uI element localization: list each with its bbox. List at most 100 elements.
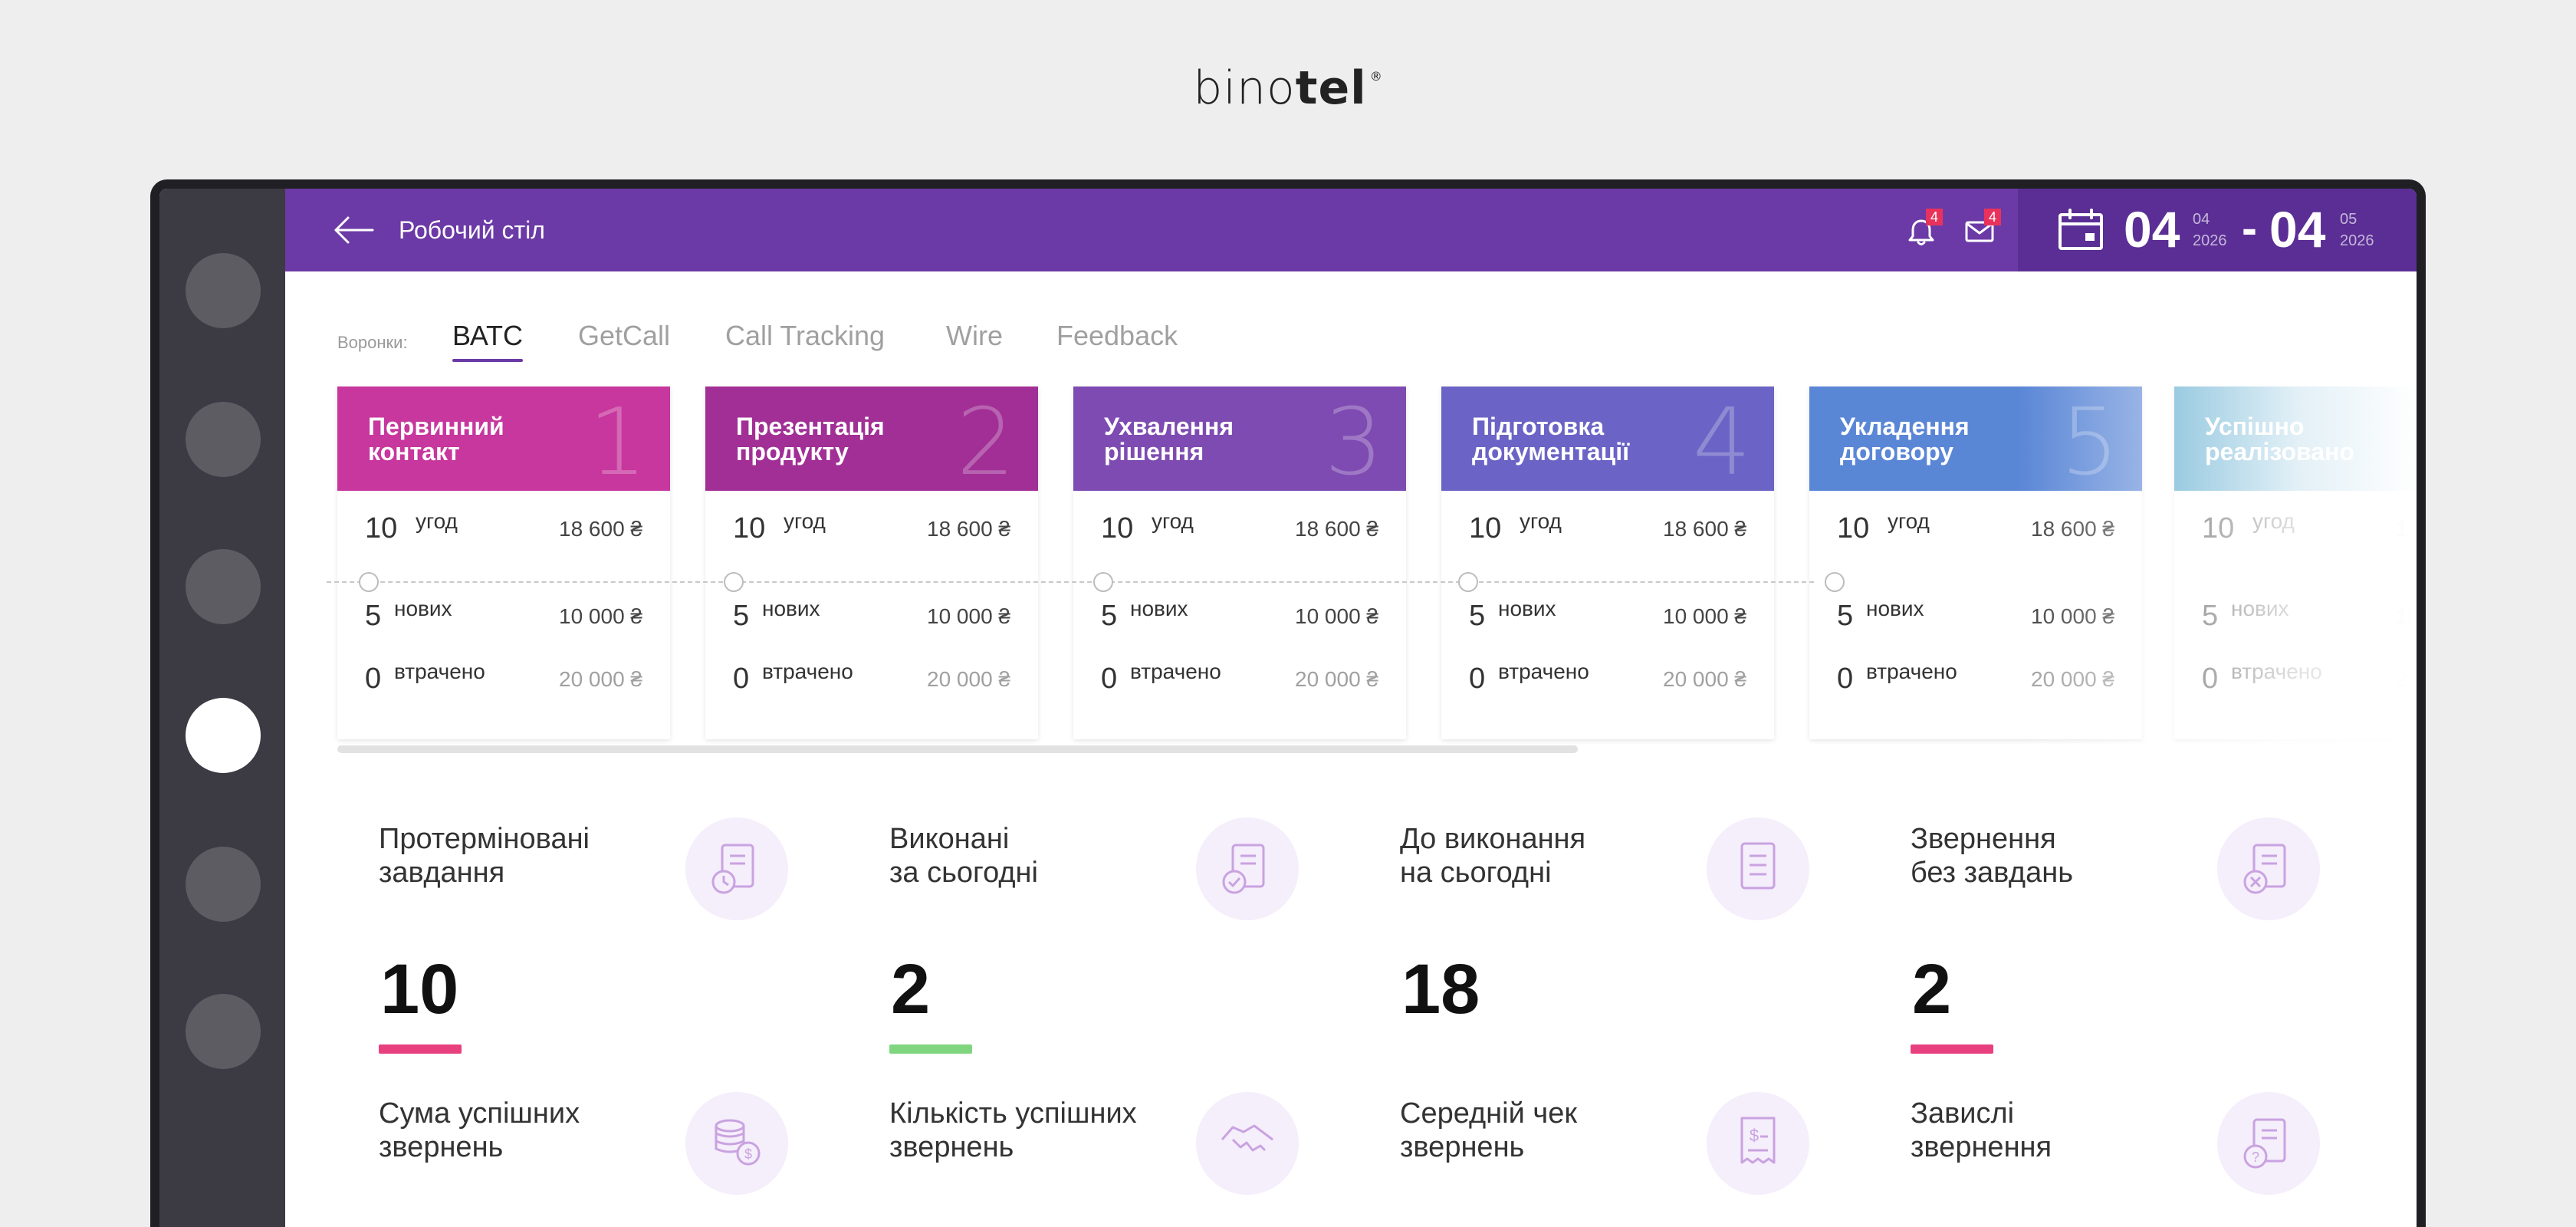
sidebar-item-6[interactable] bbox=[186, 994, 261, 1069]
sidebar-item-2[interactable] bbox=[186, 402, 261, 477]
document-check-icon bbox=[1196, 817, 1299, 920]
stages-scrollbar[interactable] bbox=[337, 745, 1578, 753]
stage-deals-count: 10 bbox=[2202, 512, 2235, 544]
metric-label: Сума успішних звернень bbox=[379, 1097, 580, 1163]
tab-call-tracking[interactable]: Call Tracking bbox=[725, 320, 886, 351]
document-icon bbox=[1707, 817, 1809, 920]
document-clock-icon bbox=[685, 817, 788, 920]
date-from-year: 2026 bbox=[2193, 232, 2227, 249]
stage-deals-count: 10 bbox=[365, 512, 398, 544]
stage-number: 1 bbox=[588, 390, 647, 491]
stage-connector-dot bbox=[1093, 572, 1113, 592]
stage-deals-sum: 18 600 ₴ bbox=[2396, 517, 2417, 541]
stage-new-label: нових bbox=[1130, 597, 1188, 620]
stage-lost-count: 0 bbox=[1469, 663, 1486, 695]
metric-label: До виконання на сьогодні bbox=[1400, 823, 1586, 889]
metric-value: 2 bbox=[1912, 950, 1952, 1028]
sidebar-item-1[interactable] bbox=[186, 253, 261, 328]
tab-feedback[interactable]: Feedback bbox=[1056, 320, 1178, 351]
document-cross-icon bbox=[2217, 817, 2320, 920]
stage-name: Укладення договору bbox=[1840, 413, 1970, 465]
stage-connector-dot bbox=[1825, 572, 1845, 592]
stage-card[interactable]: Укладення договору 5 10 угод 18 600 ₴ 5 нових 1… bbox=[1809, 387, 2142, 739]
svg-text:$: $ bbox=[1750, 1126, 1759, 1145]
calendar-icon bbox=[2058, 209, 2103, 250]
notifications-badge: 4 bbox=[1926, 209, 1943, 225]
stage-lost-sum: 20 000 ₴ bbox=[559, 667, 642, 691]
arrow-left-icon[interactable] bbox=[333, 215, 376, 245]
stage-new-count: 5 bbox=[2202, 600, 2219, 632]
svg-text:?: ? bbox=[2252, 1150, 2259, 1165]
page-title: Робочий стіл bbox=[399, 216, 545, 244]
date-to-month: 05 bbox=[2340, 211, 2358, 228]
stage-lost-sum: 20 000 ₴ bbox=[1663, 667, 1746, 691]
stage-lost-sum: 20 000 ₴ bbox=[2031, 667, 2114, 691]
date-range-picker[interactable]: 04 04 2026 - 04 05 2026 bbox=[2018, 189, 2417, 271]
app-screen: Робочий стіл 4 4 bbox=[159, 189, 2417, 1227]
notifications-button[interactable]: 4 bbox=[1904, 209, 1943, 248]
stage-name: Первинний контакт bbox=[368, 413, 504, 465]
metric-indicator-bar bbox=[1911, 1044, 1993, 1054]
date-to-day: 04 bbox=[2269, 201, 2326, 258]
stage-card[interactable]: Первинний контакт 1 10 угод 18 600 ₴ 5 нових 10… bbox=[337, 387, 670, 739]
messages-button[interactable]: 4 bbox=[1963, 209, 2001, 248]
stage-lost-label: втрачено bbox=[1130, 660, 1221, 683]
stage-lost-count: 0 bbox=[733, 663, 750, 695]
stage-card[interactable]: Ухвалення рішення 3 10 угод 18 600 ₴ 5 нових 10… bbox=[1073, 387, 1406, 739]
mail-icon bbox=[1965, 221, 1994, 242]
metric-value: 18 bbox=[1401, 950, 1480, 1028]
stage-number: 4 bbox=[1692, 390, 1751, 491]
stage-lost-count: 0 bbox=[1101, 663, 1118, 695]
sidebar bbox=[159, 189, 285, 1227]
document-question-icon: ? bbox=[2217, 1092, 2320, 1195]
stage-new-sum: 10 000 ₴ bbox=[927, 604, 1010, 628]
stage-new-count: 5 bbox=[365, 600, 382, 632]
metric-value: 10 bbox=[380, 950, 459, 1028]
coins-icon: $ bbox=[685, 1092, 788, 1195]
tab-getcall[interactable]: GetCall bbox=[578, 320, 671, 351]
stage-new-sum: 10 000 ₴ bbox=[1295, 604, 1378, 628]
stage-card[interactable]: Презентація продукту 2 10 угод 18 600 ₴ 5 нови… bbox=[705, 387, 1038, 739]
handshake-icon bbox=[1196, 1092, 1299, 1195]
stage-lost-sum: 20 000 ₴ bbox=[927, 667, 1010, 691]
top-bar: Робочий стіл 4 4 bbox=[285, 189, 2417, 271]
stage-new-sum: 10 000 ₴ bbox=[1663, 604, 1746, 628]
metric-label: Завислі звернення bbox=[1911, 1097, 2052, 1163]
stage-deals-sum: 18 600 ₴ bbox=[559, 517, 642, 541]
stage-lost-count: 0 bbox=[1837, 663, 1854, 695]
stage-header: Презентація продукту 2 bbox=[705, 387, 1038, 491]
metric-label: Протерміновані завдання bbox=[379, 823, 590, 889]
metric-value: 2 bbox=[891, 950, 931, 1028]
metric-label: Виконані за сьогодні bbox=[889, 823, 1038, 889]
stage-deals-label: угод bbox=[1152, 509, 1194, 533]
stage-connector-line bbox=[327, 581, 1814, 583]
stage-new-label: нових bbox=[2231, 597, 2289, 620]
stage-connector-dot bbox=[1458, 572, 1478, 592]
stage-new-sum: 10 000 ₴ bbox=[559, 604, 642, 628]
stage-number: 3 bbox=[1324, 390, 1383, 491]
sidebar-item-3[interactable] bbox=[186, 549, 261, 624]
sidebar-item-4-active[interactable] bbox=[186, 698, 261, 773]
stage-lost-label: втрачено bbox=[1498, 660, 1589, 683]
date-from-month: 04 bbox=[2193, 211, 2210, 228]
stage-new-count: 5 bbox=[1469, 600, 1486, 632]
stage-new-sum: 10 000 ₴ bbox=[2396, 604, 2417, 628]
svg-text:$: $ bbox=[744, 1146, 752, 1162]
stage-deals-count: 10 bbox=[1469, 512, 1502, 544]
stage-deals-count: 10 bbox=[733, 512, 766, 544]
stage-card[interactable]: Успішно реалізовано6 10 угод 18 600 ₴ 5 нових… bbox=[2174, 387, 2417, 739]
tab-vats[interactable]: ВАТС bbox=[452, 317, 524, 362]
stage-deals-label: угод bbox=[2252, 509, 2295, 533]
stage-number: 5 bbox=[2060, 390, 2119, 491]
stage-lost-count: 0 bbox=[365, 663, 382, 695]
stage-header: Підготовка документації 4 bbox=[1441, 387, 1774, 491]
sidebar-item-5[interactable] bbox=[186, 847, 261, 922]
stage-deals-label: угод bbox=[1888, 509, 1930, 533]
stage-new-count: 5 bbox=[1101, 600, 1118, 632]
metric-label: Звернення без завдань bbox=[1911, 823, 2074, 889]
stage-number: 2 bbox=[956, 390, 1015, 491]
tab-wire[interactable]: Wire bbox=[946, 320, 1003, 351]
stage-card[interactable]: Підготовка документації 4 10 угод 18 600 ₴ 5 н… bbox=[1441, 387, 1774, 739]
metric-indicator-bar bbox=[379, 1044, 462, 1054]
stage-lost-label: втрачено bbox=[762, 660, 853, 683]
